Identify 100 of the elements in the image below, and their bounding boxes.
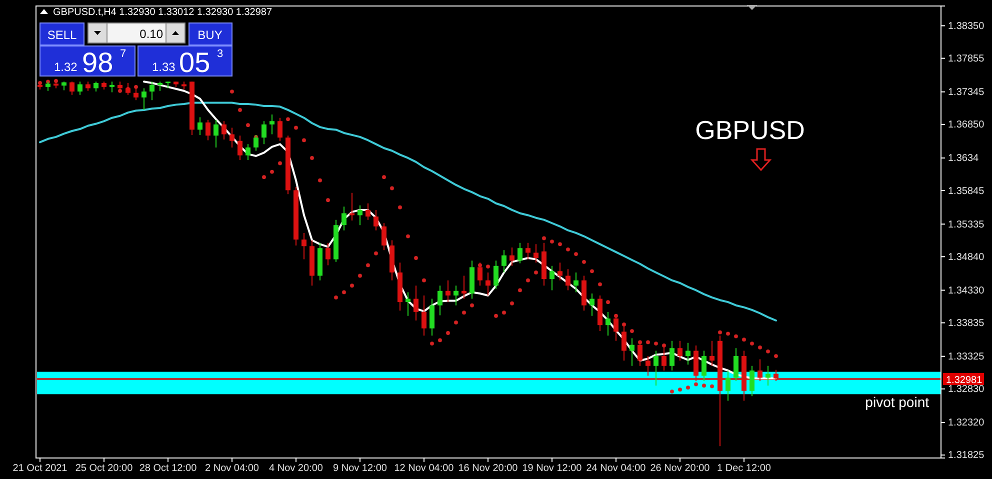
x-tick-label: 24 Nov 04:00 bbox=[586, 463, 646, 474]
y-tick-label: 1.3634 bbox=[948, 153, 980, 164]
candlestick bbox=[302, 232, 306, 260]
candlestick bbox=[734, 348, 738, 382]
candlestick bbox=[246, 144, 250, 160]
candlestick bbox=[446, 280, 450, 303]
candlestick bbox=[494, 260, 498, 290]
x-tick-label: 28 Oct 12:00 bbox=[139, 463, 198, 474]
candlestick bbox=[142, 88, 146, 110]
candlestick bbox=[278, 117, 282, 142]
candlestick bbox=[406, 292, 410, 316]
annotation: 1.32 bbox=[54, 60, 78, 74]
y-tick-label: 1.37345 bbox=[948, 87, 985, 98]
candlestick bbox=[654, 350, 658, 386]
candlestick bbox=[566, 268, 570, 291]
y-tick-label: 1.38350 bbox=[948, 20, 985, 32]
x-tick-label: 21 Oct 2021 bbox=[12, 463, 68, 474]
x-tick-label: 25 Oct 20:00 bbox=[75, 463, 134, 474]
candlestick bbox=[510, 246, 514, 266]
candlestick bbox=[342, 206, 346, 231]
x-tick-label: 12 Nov 04:00 bbox=[394, 463, 454, 474]
candlestick bbox=[686, 342, 690, 366]
annotation: GBPUSD bbox=[695, 115, 805, 145]
candlestick bbox=[774, 369, 778, 382]
y-tick-label: 1.33325 bbox=[948, 352, 985, 363]
candlestick bbox=[198, 116, 202, 136]
candlestick bbox=[630, 338, 634, 366]
candlestick bbox=[606, 311, 610, 336]
candlestick bbox=[758, 358, 762, 382]
y-tick-label: 1.32830 bbox=[948, 384, 985, 396]
candlestick bbox=[438, 285, 442, 316]
x-tick-label: 19 Nov 12:00 bbox=[522, 463, 582, 474]
candlestick bbox=[350, 192, 354, 221]
candlestick bbox=[534, 244, 538, 264]
candlestick bbox=[414, 285, 418, 321]
annotation: 3 bbox=[217, 48, 224, 60]
annotation: 05 bbox=[179, 47, 210, 78]
candlestick bbox=[462, 275, 466, 300]
candlestick bbox=[590, 293, 594, 316]
x-tick-label: 2 Nov 04:00 bbox=[205, 463, 260, 474]
candlestick bbox=[710, 340, 714, 366]
y-tick-label: 1.31825 bbox=[948, 450, 985, 462]
x-tick-label: 4 Nov 20:00 bbox=[269, 463, 324, 474]
candlestick bbox=[526, 242, 530, 260]
annotation: 7 bbox=[120, 48, 126, 60]
y-tick-label: 1.35845 bbox=[948, 186, 985, 197]
candlestick bbox=[78, 81, 82, 96]
annotation: 98 bbox=[82, 47, 114, 78]
candlestick bbox=[158, 81, 162, 92]
candlestick bbox=[358, 204, 362, 226]
y-tick-label: 1.33835 bbox=[948, 318, 985, 329]
annotation: 1.33 bbox=[152, 60, 176, 74]
candlestick bbox=[558, 262, 562, 281]
chart-title: GBPUSD.t,H4 1.32930 1.33012 1.32930 1.32987 bbox=[53, 7, 272, 18]
candlestick bbox=[382, 222, 386, 251]
candlestick bbox=[646, 356, 650, 376]
candlestick bbox=[430, 298, 434, 336]
annotation: 0.10 bbox=[140, 27, 164, 41]
candlestick bbox=[678, 340, 682, 362]
y-tick-label: 1.34330 bbox=[948, 285, 985, 296]
candlestick bbox=[574, 272, 578, 293]
candlestick bbox=[326, 242, 330, 266]
x-tick-label: 9 Nov 12:00 bbox=[333, 463, 388, 474]
candlestick bbox=[70, 81, 74, 96]
candlestick bbox=[270, 114, 274, 135]
candlestick bbox=[550, 265, 554, 291]
candlestick bbox=[454, 285, 458, 306]
candlestick bbox=[422, 294, 426, 336]
candlestick bbox=[502, 250, 506, 273]
candlestick bbox=[486, 272, 490, 296]
candlestick bbox=[238, 135, 242, 160]
y-tick-label: 1.34840 bbox=[948, 252, 985, 263]
candlestick bbox=[214, 119, 218, 148]
y-tick-label: 1.35335 bbox=[948, 219, 985, 230]
candlestick bbox=[150, 81, 154, 101]
candlestick bbox=[366, 202, 370, 220]
x-tick-label: 26 Nov 20:00 bbox=[650, 463, 710, 474]
annotation: SELL bbox=[47, 28, 77, 42]
candlestick bbox=[702, 350, 706, 382]
candlestick bbox=[222, 120, 226, 140]
x-tick-label: 16 Nov 20:00 bbox=[458, 463, 518, 474]
candlestick bbox=[670, 340, 674, 371]
candlestick bbox=[374, 209, 378, 231]
x-tick-label: 1 Dec 12:00 bbox=[717, 463, 772, 474]
candlestick bbox=[110, 81, 114, 93]
y-tick-label: 1.37855 bbox=[948, 54, 985, 65]
band-label: pivot point bbox=[865, 394, 930, 410]
candlestick bbox=[750, 365, 754, 397]
candlestick bbox=[726, 370, 730, 402]
y-tick-label: 1.36850 bbox=[948, 120, 985, 131]
candlestick bbox=[46, 81, 50, 92]
ref-line-label: 1.32981 bbox=[946, 374, 983, 386]
candlestick bbox=[518, 242, 522, 264]
candlestick bbox=[662, 344, 666, 371]
candlestick bbox=[94, 81, 98, 92]
candlestick bbox=[262, 120, 266, 145]
y-tick-label: 1.32320 bbox=[948, 418, 985, 429]
annotation: BUY bbox=[198, 28, 222, 42]
candlestick bbox=[206, 119, 210, 141]
candlestick bbox=[230, 127, 234, 148]
